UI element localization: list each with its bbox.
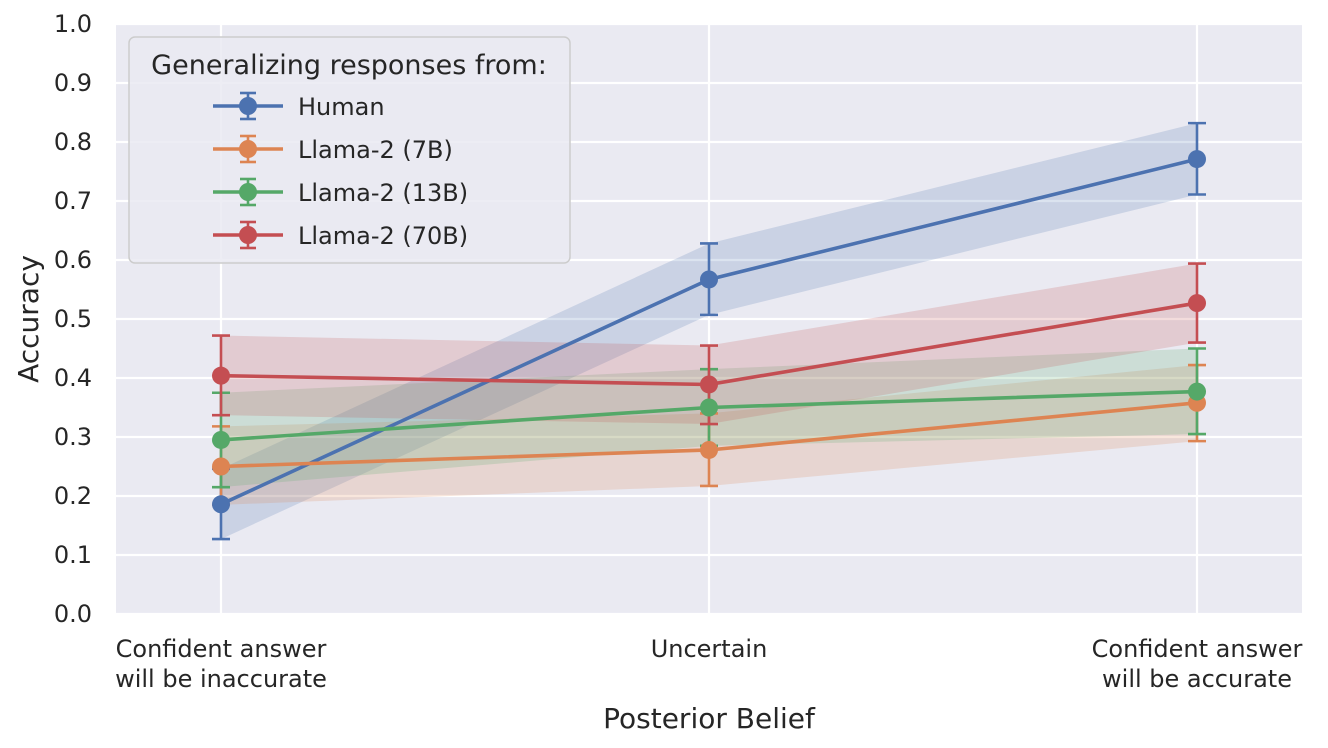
y-tick-label: 0.1	[54, 541, 92, 569]
data-point	[1188, 150, 1206, 169]
x-tick-label: Confident answer will be accurate	[1092, 635, 1303, 693]
y-tick-label: 0.4	[54, 364, 92, 392]
x-axis-label: Posterior Belief	[603, 702, 816, 735]
data-points	[212, 150, 1206, 514]
legend-item: Human	[213, 91, 385, 121]
y-axis-label: Accuracy	[12, 255, 45, 383]
legend-label: Llama-2 (70B)	[298, 222, 468, 250]
legend-swatch-marker	[239, 226, 257, 244]
legend-label: Human	[298, 93, 385, 121]
data-point	[700, 440, 718, 459]
legend-swatch-marker	[239, 97, 257, 115]
data-point	[700, 375, 718, 394]
legend-swatch-marker	[239, 183, 257, 201]
y-tick-label: 0.0	[54, 600, 92, 628]
data-point	[1188, 382, 1206, 401]
x-tick-labels: Confident answer will be inaccurate Uncert…	[115, 635, 1302, 693]
legend-box	[128, 36, 571, 264]
legend-item: Llama-2 (7B)	[213, 134, 453, 164]
x-tick-label: Confident answer will be inaccurate	[115, 635, 327, 693]
confidence-band	[221, 123, 1197, 540]
data-point	[1188, 294, 1206, 313]
legend-title: Generalizing responses from:	[151, 50, 547, 81]
y-tick-label: 0.2	[54, 482, 92, 510]
data-point	[212, 495, 230, 514]
legend-items: Human Llama-2 (7B) Llama-2 (13B) Llama-2 (7…	[213, 91, 468, 250]
y-tick-label: 0.7	[54, 187, 92, 215]
legend-swatch-marker	[239, 140, 257, 158]
data-point	[700, 270, 718, 289]
legend-item: Llama-2 (13B)	[213, 177, 468, 207]
legend-item: Llama-2 (70B)	[213, 220, 468, 250]
legend-label: Llama-2 (13B)	[298, 179, 468, 207]
y-tick-label: 0.3	[54, 423, 92, 451]
data-point	[212, 457, 230, 476]
legend-label: Llama-2 (7B)	[298, 136, 453, 164]
confidence-band	[221, 263, 1197, 425]
y-tick-label: 0.6	[54, 246, 92, 274]
data-point	[212, 430, 230, 449]
data-point	[212, 366, 230, 385]
legend: Generalizing responses from: Human Llama-…	[128, 36, 571, 264]
y-tick-label: 0.9	[54, 69, 92, 97]
y-tick-labels: 0.0 0.1 0.2 0.3 0.4 0.5 0.6 0.7 0.8 0.9 1.0	[54, 10, 92, 628]
y-tick-label: 0.8	[54, 128, 92, 156]
x-tick-label: Uncertain	[651, 635, 768, 663]
y-tick-label: 0.5	[54, 305, 92, 333]
y-tick-label: 1.0	[54, 10, 92, 38]
data-point	[700, 398, 718, 417]
